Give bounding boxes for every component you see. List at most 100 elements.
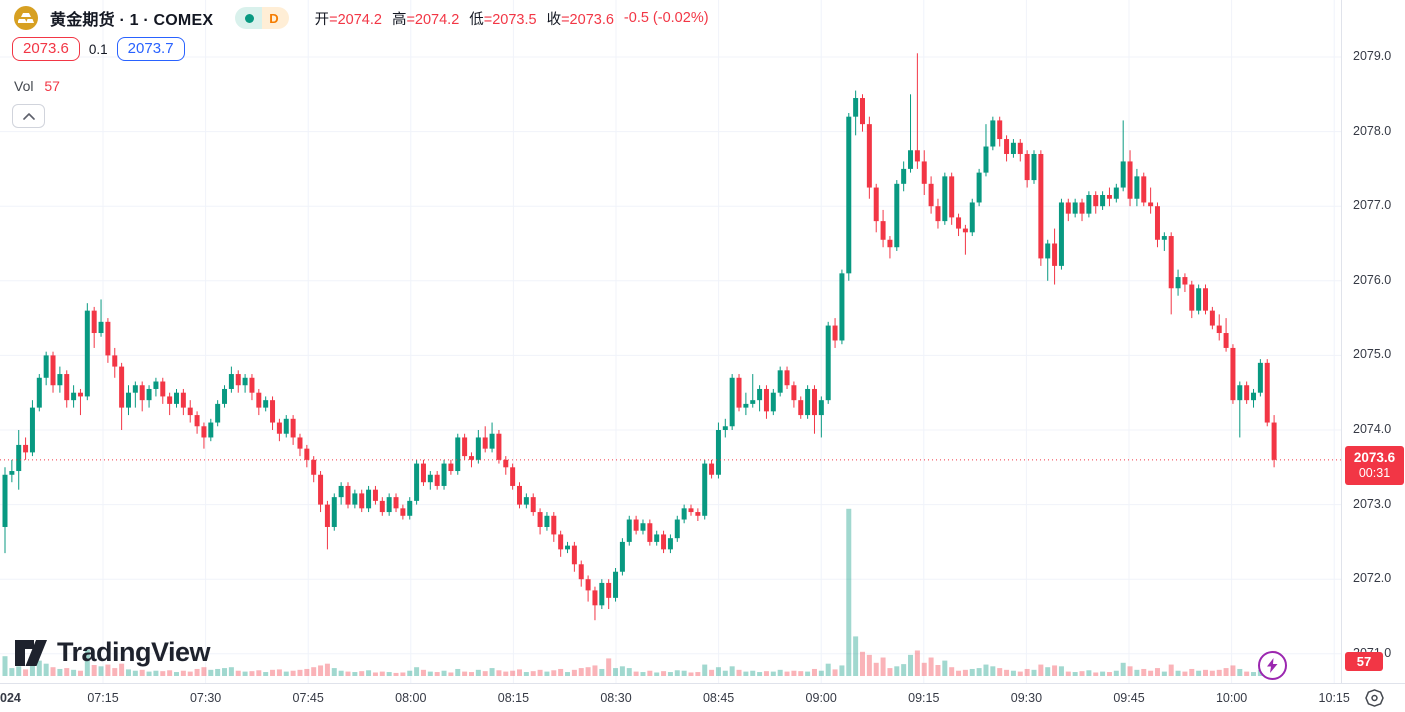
candle-body <box>496 433 502 460</box>
candle-body <box>16 444 22 472</box>
volume-bar <box>626 668 632 676</box>
volume-bar <box>811 668 817 676</box>
volume-bar <box>1223 668 1229 676</box>
candle-body <box>489 433 495 449</box>
candle-body <box>811 388 817 416</box>
volume-bar <box>1189 668 1195 676</box>
volume-bar <box>1065 671 1071 676</box>
candle-body <box>715 430 721 475</box>
candle-body <box>1141 176 1147 203</box>
candle-body <box>201 426 207 438</box>
candle-body <box>194 415 200 427</box>
volume-bar <box>489 668 495 676</box>
quick-trade-button[interactable] <box>1258 651 1287 680</box>
gear-icon <box>1364 689 1384 707</box>
volume-bar <box>640 672 646 676</box>
volume-bar <box>1017 671 1023 676</box>
candle-body <box>1237 385 1243 401</box>
candle-body <box>448 463 454 472</box>
volume-bar <box>571 669 577 676</box>
time-axis-label: 08:30 <box>600 691 632 705</box>
candle-body <box>695 512 701 516</box>
volume-bar <box>304 668 310 676</box>
candle-body <box>956 217 962 229</box>
last-price-axis-badge: 2073.6 00:31 <box>1345 446 1404 485</box>
volume-bar <box>414 667 420 676</box>
volume-bar <box>544 671 550 676</box>
volume-bar <box>798 671 804 676</box>
candle-body <box>57 374 63 386</box>
candle-body <box>1052 243 1058 266</box>
change-text: -0.5 (-0.02%) <box>623 10 709 26</box>
candle-body <box>1264 362 1270 423</box>
candlestick-chart-pane[interactable] <box>0 0 1341 683</box>
ohlc-open: 开=2074.2 <box>314 11 382 28</box>
candle-body <box>681 508 687 520</box>
volume-bar <box>853 636 859 676</box>
candle-body <box>709 463 715 475</box>
price-axis-label: 2075.0 <box>1353 347 1392 362</box>
volume-bar <box>846 508 852 676</box>
candle-body <box>462 437 468 457</box>
volume-bar <box>29 662 35 676</box>
axis-settings-button[interactable] <box>1362 687 1386 709</box>
symbol-title[interactable]: 黄金期货 · 1 · COMEX <box>50 12 214 29</box>
price-axis[interactable]: 2079.0 2078.0 2077.0 2076.0 2075.0 2074.0 2073… <box>1341 0 1405 683</box>
volume-bar <box>702 664 708 676</box>
candle-body <box>1031 153 1037 181</box>
volume-bar <box>585 667 591 676</box>
candle-body <box>160 381 166 397</box>
volume-bar <box>1093 672 1099 676</box>
volume-bar <box>750 670 756 676</box>
volume-label[interactable]: Vol <box>14 78 34 94</box>
candle-body <box>91 310 97 334</box>
price-axis-label: 2079.0 <box>1353 49 1392 63</box>
volume-legend: Vol 57 <box>14 78 60 94</box>
time-axis[interactable]: 024 07:15 07:30 07:45 08:00 08:15 08:30 08:45 09… <box>0 683 1405 712</box>
volume-bar <box>1127 666 1133 676</box>
candle-body <box>393 497 399 509</box>
volume-bar <box>661 671 667 676</box>
ohlc-legend: 开=2074.2 高=2074.2 低=2073.5 收=2073.6 -0.5… <box>315 8 709 29</box>
candle-body <box>1148 202 1154 207</box>
volume-bar <box>112 668 118 676</box>
candle-body <box>503 459 509 468</box>
symbol-logo-gold-icon[interactable] <box>14 6 38 30</box>
volume-bar <box>23 669 29 676</box>
volume-bar <box>434 672 440 676</box>
time-axis-label: 07:15 <box>87 691 119 705</box>
candle-body <box>1072 202 1078 214</box>
volume-bar <box>537 669 543 676</box>
volume-bar <box>119 663 125 676</box>
volume-bar <box>1251 672 1257 676</box>
candle-body <box>743 403 749 408</box>
candle-body <box>50 355 56 386</box>
candle-body <box>702 463 708 516</box>
volume-bar <box>921 662 927 676</box>
candle-body <box>215 403 221 423</box>
volume-bar <box>16 666 22 676</box>
candle-body <box>674 519 680 539</box>
volume-bar <box>132 670 138 676</box>
volume-bar <box>393 672 399 676</box>
candle-body <box>606 582 612 598</box>
volume-bar <box>400 672 406 676</box>
candle-body <box>791 385 797 401</box>
bid-price-badge[interactable]: 2073.6 <box>12 37 80 61</box>
candle-body <box>763 388 769 412</box>
candle-body <box>901 168 907 184</box>
volume-bar <box>84 649 90 676</box>
candle-body <box>942 176 948 222</box>
collapse-legend-button[interactable] <box>12 104 45 128</box>
ask-price-badge[interactable]: 2073.7 <box>116 37 185 61</box>
tradingview-logo[interactable]: TradingView <box>14 637 211 668</box>
candle-body <box>84 310 90 397</box>
volume-bar <box>976 668 982 676</box>
volume-bar <box>1072 672 1078 676</box>
interval-daily-label[interactable]: D <box>262 7 289 29</box>
volume-bar <box>599 668 605 676</box>
interval-pill[interactable]: D <box>235 7 289 29</box>
candle-body <box>1079 202 1085 214</box>
candle-body <box>1161 236 1167 240</box>
candle-body <box>551 515 557 535</box>
